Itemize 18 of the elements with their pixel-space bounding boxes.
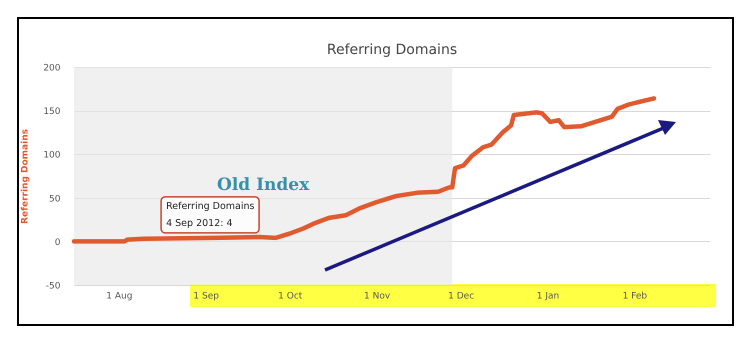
x-tick-label: 1 Jan [536,292,560,302]
y-tick-label: 200 [43,64,61,74]
x-tick-label: 1 Feb [622,292,648,302]
y-tick-label: -50 [46,282,61,292]
x-tick-label: 1 Aug [106,292,132,302]
y-tick-label: 50 [49,194,61,204]
y-axis-title: Referring Domains [20,129,30,224]
x-tick-label: 1 Dec [448,292,474,302]
line-series [72,96,656,244]
x-tick-label: 1 Nov [364,292,391,302]
y-tick-label: 150 [43,107,61,118]
band-label: Old Index [217,175,310,195]
y-tick-label: 0 [54,238,61,248]
annotation: Referring Domains 4 Sep 2012: 4 [166,200,255,229]
x-tick-label: 1 Sep [193,292,220,302]
chart-title: Referring Domains [326,42,458,58]
x-tick-label: 1 Oct [278,292,303,302]
y-tick-label: 100 [43,150,61,161]
